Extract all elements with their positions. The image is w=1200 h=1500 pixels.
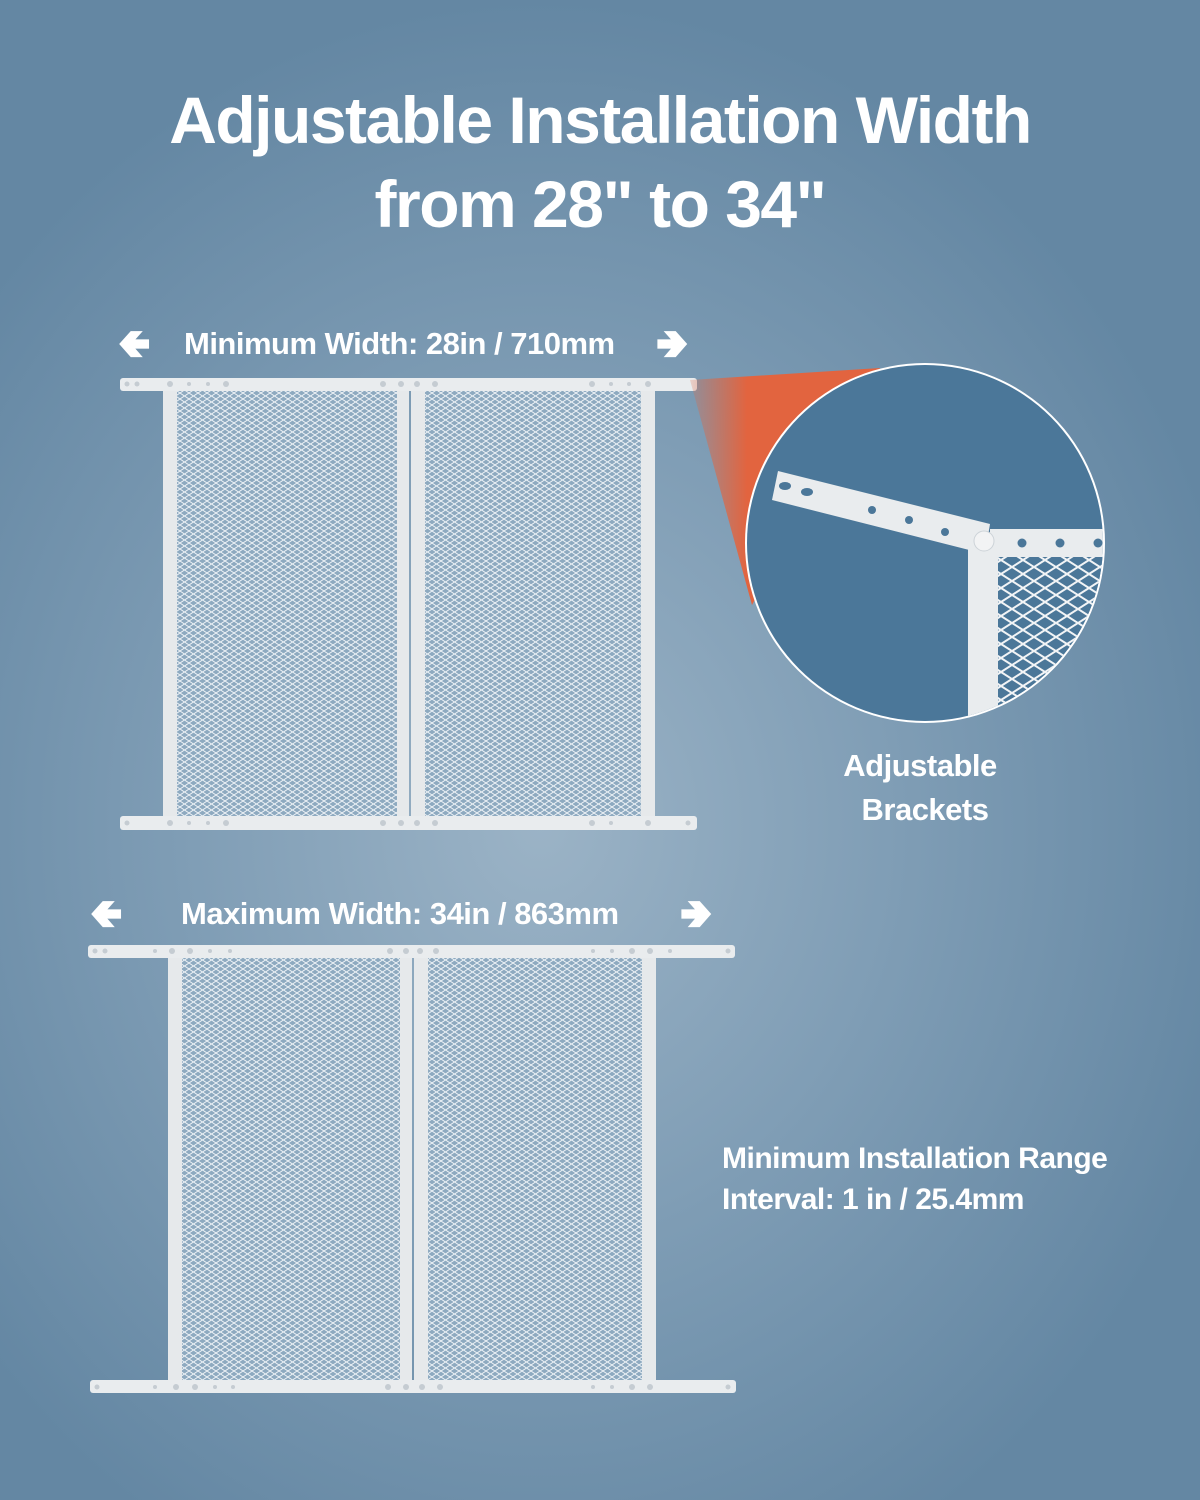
arrow-right-icon: 🢂 xyxy=(680,892,713,936)
headline-line-1: Adjustable Installation Width xyxy=(169,83,1032,157)
range-note-line-2: Interval: 1 in / 25.4mm xyxy=(722,1183,1024,1216)
callout-label: Adjustable Brackets xyxy=(830,744,1020,832)
arrow-left-icon: 🢀 xyxy=(118,322,151,366)
callout-line-1: Adjustable xyxy=(843,748,997,783)
range-note-line-1: Minimum Installation Range xyxy=(722,1142,1108,1175)
gate-maximum-width xyxy=(88,945,736,1393)
range-note: Minimum Installation Range Interval: 1 i… xyxy=(722,1138,1108,1220)
arrow-right-icon: 🢂 xyxy=(656,322,689,366)
arrow-left-icon: 🢀 xyxy=(90,892,123,936)
minimum-width-label: Minimum Width: 28in / 710mm xyxy=(184,326,615,361)
headline-line-2: from 28" to 34" xyxy=(374,167,827,241)
maximum-width-label: Maximum Width: 34in / 863mm xyxy=(181,896,619,931)
gate-minimum-width xyxy=(120,378,697,830)
headline: Adjustable Installation Width from 28" t… xyxy=(0,78,1200,246)
bracket-zoom-detail xyxy=(745,363,1105,723)
callout-line-2: Brackets xyxy=(861,792,989,827)
